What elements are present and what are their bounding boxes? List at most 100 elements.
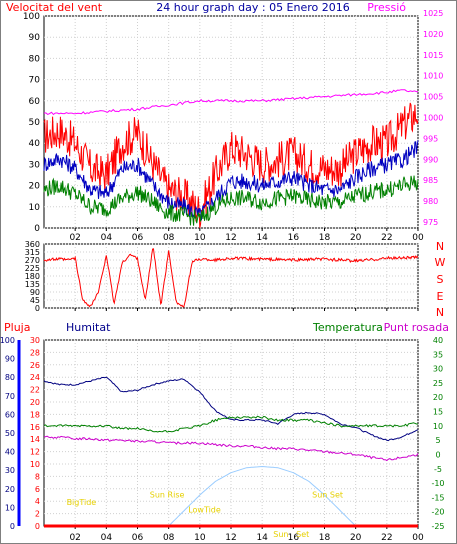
x-tick-label: 14 bbox=[256, 233, 268, 243]
humidity-tick-label: 50 bbox=[5, 429, 15, 438]
rain-tick-label: 12 bbox=[30, 448, 40, 457]
rain-tick-label: 30 bbox=[30, 336, 40, 345]
x-tick-label: 22 bbox=[381, 533, 392, 543]
x-tick-label: 04 bbox=[101, 233, 113, 243]
x-tick-label: 06 bbox=[132, 533, 144, 543]
dewpoint-label: Punt rosada bbox=[384, 321, 449, 334]
rain-humidity-plot: 0246810121416182022242628300102030405060… bbox=[0, 336, 445, 543]
temperature-tick-label: 15 bbox=[433, 408, 443, 417]
direction-tick-label: 270 bbox=[25, 256, 40, 265]
series-line-lowest bbox=[43, 175, 419, 226]
series-line-Humitat bbox=[43, 376, 419, 442]
direction-tick-label: 135 bbox=[25, 280, 40, 289]
annotation-label: Set bbox=[296, 530, 309, 539]
x-tick-label: 00 bbox=[412, 233, 424, 243]
x-tick-label: 10 bbox=[194, 533, 206, 543]
temperature-tick-label: 20 bbox=[433, 393, 443, 402]
left-tick-label: 70 bbox=[29, 76, 41, 86]
temperature-tick-label: 5 bbox=[435, 436, 440, 445]
temperature-tick-label: 0 bbox=[435, 450, 440, 459]
annotation-label: Sun Set bbox=[312, 490, 343, 499]
temperature-tick-label: -5 bbox=[434, 465, 442, 474]
temperature-tick-label: -15 bbox=[431, 493, 444, 502]
series-line-average bbox=[43, 140, 419, 221]
x-tick-label: 04 bbox=[101, 533, 113, 543]
left-tick-label: 50 bbox=[29, 118, 41, 128]
annotation-label: BigTide bbox=[67, 498, 97, 507]
humidity-tick-label: 60 bbox=[5, 410, 15, 419]
annotation-label: LowTide bbox=[188, 505, 221, 514]
left-tick-label: 60 bbox=[29, 97, 41, 107]
temperature-tick-label: 35 bbox=[433, 350, 443, 359]
right-tick-label: 1000 bbox=[423, 114, 443, 123]
left-tick-label: 40 bbox=[29, 139, 41, 149]
humidity-tick-label: 40 bbox=[5, 448, 15, 457]
right-tick-label: 995 bbox=[423, 134, 438, 143]
pressure-label: Pressió bbox=[367, 1, 406, 14]
x-tick-label: 12 bbox=[225, 533, 236, 543]
right-tick-label: 1020 bbox=[423, 30, 443, 39]
left-tick-label: 100 bbox=[23, 12, 40, 22]
direction-tick-label: 90 bbox=[30, 288, 40, 297]
x-tick-label: 08 bbox=[163, 233, 175, 243]
right-tick-label: 990 bbox=[423, 155, 438, 164]
right-tick-label: 1005 bbox=[423, 93, 443, 102]
rain-tick-label: 18 bbox=[30, 410, 40, 419]
x-tick-label: 18 bbox=[319, 233, 331, 243]
temperature-tick-label: 30 bbox=[433, 365, 443, 374]
humidity-tick-label: 0 bbox=[10, 522, 15, 531]
direction-tick-label: 180 bbox=[25, 272, 40, 281]
left-tick-label: 10 bbox=[29, 203, 41, 213]
rain-tick-label: 16 bbox=[30, 423, 40, 432]
x-tick-label: 12 bbox=[225, 233, 236, 243]
right-tick-label: 1010 bbox=[423, 72, 443, 81]
rain-tick-label: 10 bbox=[30, 460, 40, 469]
x-tick-label: 20 bbox=[350, 533, 362, 543]
humidity-label: Humitat bbox=[66, 321, 111, 334]
temperature-tick-label: 40 bbox=[433, 336, 443, 345]
x-tick-label: 06 bbox=[132, 233, 144, 243]
rain-tick-label: 2 bbox=[35, 510, 40, 519]
direction-tick-label: 225 bbox=[25, 264, 40, 273]
humidity-tick-label: 100 bbox=[0, 336, 15, 345]
temperature-tick-label: -25 bbox=[431, 522, 444, 531]
temperature-tick-label: -20 bbox=[431, 508, 444, 517]
rain-tick-label: 20 bbox=[30, 398, 40, 407]
humidity-tick-label: 70 bbox=[5, 392, 15, 401]
left-tick-label: 20 bbox=[29, 182, 41, 192]
series-line-Pressió bbox=[43, 89, 419, 116]
series-line-Temperatura bbox=[43, 415, 418, 433]
left-tick-label: 0 bbox=[34, 224, 40, 234]
left-tick-label: 80 bbox=[29, 54, 41, 64]
direction-line bbox=[43, 248, 419, 308]
wind-pressure-panel: Velocitat del vent 24 hour graph day : 0… bbox=[6, 1, 443, 243]
temperature-tick-label: -10 bbox=[431, 479, 444, 488]
rain-label: Pluja bbox=[4, 321, 30, 334]
humidity-tick-label: 20 bbox=[5, 485, 15, 494]
left-tick-label: 30 bbox=[29, 160, 41, 170]
compass-label-n-top: N bbox=[436, 240, 444, 253]
rain-tick-label: 14 bbox=[30, 435, 40, 444]
rain-tick-label: 8 bbox=[35, 472, 40, 481]
wind-speed-label: Velocitat del vent bbox=[6, 1, 103, 14]
series-line-solar bbox=[168, 465, 357, 527]
rain-tick-label: 0 bbox=[35, 522, 40, 531]
x-tick-label: 18 bbox=[319, 533, 331, 543]
x-tick-label: 02 bbox=[69, 533, 80, 543]
chart-title: 24 hour graph day : 05 Enero 2016 bbox=[156, 1, 350, 14]
compass-label-s: S bbox=[437, 273, 444, 286]
annotation-label: Sun bbox=[273, 530, 288, 539]
rain-tick-label: 26 bbox=[30, 361, 40, 370]
series-line-Punt rosada bbox=[43, 435, 419, 462]
humidity-tick-label: 90 bbox=[5, 355, 15, 364]
series-line-gust bbox=[43, 102, 419, 229]
right-tick-label: 975 bbox=[423, 218, 438, 227]
wind-plot: 0102030405060708090100975980985990995100… bbox=[23, 9, 444, 243]
x-tick-label: 02 bbox=[69, 233, 80, 243]
x-tick-label: 00 bbox=[412, 533, 424, 543]
right-tick-label: 980 bbox=[423, 197, 438, 206]
rain-humidity-temperature-panel: Pluja Humitat Temperatura Punt rosada 02… bbox=[0, 321, 449, 543]
right-tick-label: 985 bbox=[423, 176, 438, 185]
